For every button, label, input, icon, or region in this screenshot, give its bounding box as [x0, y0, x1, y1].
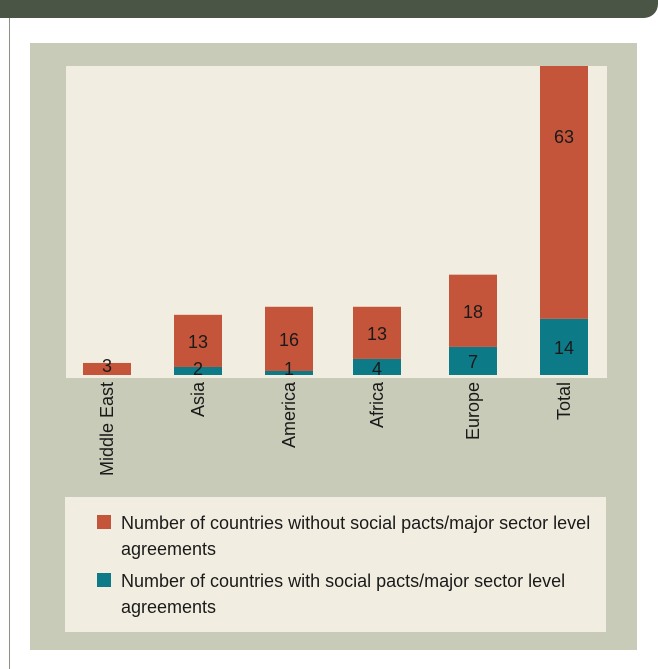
bar-without-asia	[174, 314, 222, 367]
bar-without-total	[540, 66, 588, 319]
bar-with-asia	[174, 366, 222, 375]
bar-without-america	[265, 306, 313, 371]
data-label-without-asia: 13	[188, 332, 208, 352]
header-banner	[0, 0, 658, 18]
legend-item-with: Number of countries with social pacts/ma…	[97, 568, 591, 620]
data-label-without-middle-east: 3	[102, 356, 112, 376]
data-label-without-europe: 18	[463, 302, 483, 322]
tick-label-africa: Africa	[367, 381, 387, 428]
tick-label-middle-east: Middle East	[97, 382, 117, 476]
legend-swatch-with	[97, 573, 111, 587]
data-label-with-europe: 7	[468, 352, 478, 372]
tick-label-europe: Europe	[463, 382, 483, 440]
tick-label-america: America	[279, 381, 299, 448]
data-label-without-africa: 13	[367, 324, 387, 344]
bar-with-europe	[449, 346, 497, 375]
data-label-with-total: 14	[554, 338, 574, 358]
bar-with-total	[540, 318, 588, 375]
bar-with-africa	[353, 358, 401, 375]
left-border	[9, 18, 10, 669]
data-label-without-total: 63	[554, 127, 574, 147]
plot-area	[66, 66, 607, 378]
bar-without-africa	[353, 306, 401, 359]
legend	[65, 497, 606, 632]
data-label-with-america: 1	[284, 359, 294, 379]
bar-with-america	[265, 370, 313, 375]
tick-label-total: Total	[554, 382, 574, 420]
legend-swatch-without	[97, 515, 111, 529]
legend-item-without: Number of countries without social pacts…	[97, 510, 591, 562]
bar-without-middle-east	[83, 362, 131, 375]
data-label-with-asia: 2	[193, 359, 203, 379]
data-label-without-america: 16	[279, 330, 299, 350]
data-label-with-africa: 4	[372, 359, 382, 379]
legend-label-with: Number of countries with social pacts/ma…	[121, 571, 566, 617]
tick-label-asia: Asia	[188, 381, 208, 417]
bar-without-europe	[449, 274, 497, 347]
legend-label-without: Number of countries without social pacts…	[121, 513, 591, 559]
